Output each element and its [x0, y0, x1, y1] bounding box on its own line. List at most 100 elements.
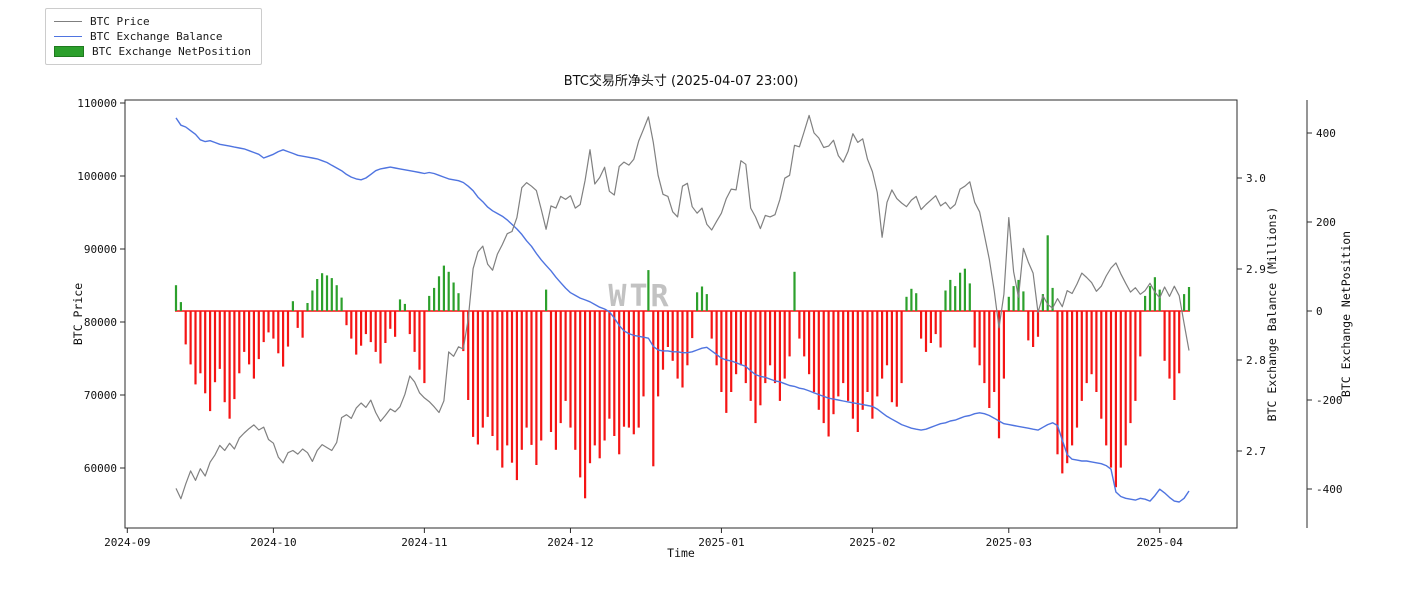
netposition-bar — [808, 311, 811, 375]
netposition-bar — [252, 311, 255, 379]
price-line-swatch-icon — [54, 21, 82, 22]
netposition-bar — [895, 311, 898, 407]
netposition-bar — [1183, 294, 1186, 311]
y-axis-label-balance: BTC Exchange Balance (Millions) — [1265, 207, 1279, 422]
netposition-bar — [559, 311, 562, 424]
netposition-bar — [218, 311, 221, 369]
netposition-bar — [1148, 286, 1152, 311]
netposition-bar — [286, 311, 290, 347]
netposition-bar — [934, 311, 937, 335]
price-tick-label: 100000 — [77, 170, 117, 183]
netposition-bar — [1061, 311, 1064, 474]
netposition-bar — [1168, 311, 1171, 379]
netposition-bar — [325, 275, 329, 311]
netposition-bar — [209, 311, 212, 412]
netposition-bar — [408, 311, 411, 335]
netposition-bar — [715, 311, 718, 366]
price-tick-label: 80000 — [84, 316, 117, 329]
netposition-bar — [700, 286, 704, 311]
netposition-bar — [613, 311, 616, 436]
netposition-bar — [549, 311, 553, 432]
netposition-bar — [681, 311, 684, 388]
netposition-bar — [847, 311, 850, 401]
netposition-bar — [1056, 311, 1059, 455]
netposition-bar — [262, 311, 265, 343]
balance-line — [175, 117, 1190, 503]
netposition-bar — [1075, 311, 1079, 428]
y-axis-label-price: BTC Price — [71, 283, 85, 345]
netposition-bar — [603, 311, 606, 441]
netposition-bar — [871, 311, 874, 419]
netposition-bar — [735, 311, 738, 375]
series-layer — [174, 114, 1191, 503]
balance-tick-label: 2.8 — [1246, 354, 1266, 367]
netposition-tick-label: -400 — [1316, 483, 1343, 496]
netposition-bar — [248, 311, 251, 365]
netposition-bar — [179, 302, 182, 311]
netposition-bar — [822, 311, 825, 424]
netposition-bar — [764, 311, 767, 384]
netposition-bar — [277, 311, 280, 354]
netposition-bar — [1027, 311, 1030, 341]
netposition-bar — [783, 311, 786, 379]
netposition-bar — [812, 311, 816, 392]
netposition-bar — [730, 311, 733, 392]
netposition-bar — [837, 311, 840, 397]
legend-item-label: BTC Exchange NetPosition — [92, 45, 251, 58]
netposition-bar — [710, 311, 713, 339]
netposition-bar — [272, 311, 275, 339]
netposition-bar — [306, 303, 309, 311]
netposition-bar — [622, 311, 626, 427]
netposition-bar — [520, 311, 523, 450]
netposition-bar — [642, 311, 645, 397]
netposition-bar — [924, 311, 928, 352]
netposition-bar — [598, 311, 601, 459]
netposition-bar — [671, 311, 674, 361]
netposition-bar — [915, 293, 918, 311]
netposition-bar — [1144, 295, 1147, 311]
netposition-bar — [1090, 311, 1093, 375]
x-tick-label: 2025-02 — [849, 536, 895, 549]
x-tick-label: 2025-01 — [698, 536, 744, 549]
netposition-bar — [335, 285, 338, 311]
netposition-bar — [437, 276, 441, 311]
netposition-tick-label: -200 — [1316, 394, 1343, 407]
netposition-bar — [686, 311, 689, 366]
netposition-bar — [773, 311, 777, 384]
netposition-bar — [608, 311, 611, 419]
x-tick-label: 2024-11 — [401, 536, 447, 549]
netposition-bar — [228, 311, 231, 419]
netposition-bar — [744, 311, 747, 384]
x-tick-label: 2024-10 — [250, 536, 296, 549]
legend-item-balance: BTC Exchange Balance — [54, 29, 251, 44]
netposition-bar — [910, 288, 913, 312]
netposition-bar — [1051, 287, 1054, 311]
netposition-bar — [457, 293, 460, 311]
netposition-bar — [481, 311, 484, 428]
netposition-bar — [501, 311, 504, 468]
netposition-bar — [389, 311, 392, 329]
netposition-bar — [778, 311, 781, 401]
netposition-bar — [360, 311, 363, 346]
x-tick-label: 2024-09 — [104, 536, 150, 549]
netposition-bar — [233, 311, 236, 400]
legend-item-label: BTC Price — [90, 15, 150, 28]
netposition-bar — [720, 311, 723, 392]
netposition-bar — [1109, 311, 1113, 468]
netposition-bar — [530, 311, 533, 445]
netposition-bar — [788, 311, 791, 357]
netposition-bar — [739, 311, 742, 366]
netposition-bar — [423, 311, 426, 384]
netposition-bar — [1129, 311, 1132, 424]
netposition-bar — [1041, 294, 1044, 311]
netposition-bar — [574, 311, 577, 450]
netposition-tick-label: 200 — [1316, 216, 1336, 229]
legend: BTC Price BTC Exchange Balance BTC Excha… — [45, 8, 262, 65]
netposition-bar — [944, 290, 947, 311]
price-tick-label: 70000 — [84, 389, 117, 402]
netposition-bar — [973, 311, 976, 348]
netposition-bar — [963, 268, 966, 311]
netposition-bar — [525, 311, 528, 428]
netposition-bar — [569, 311, 572, 428]
